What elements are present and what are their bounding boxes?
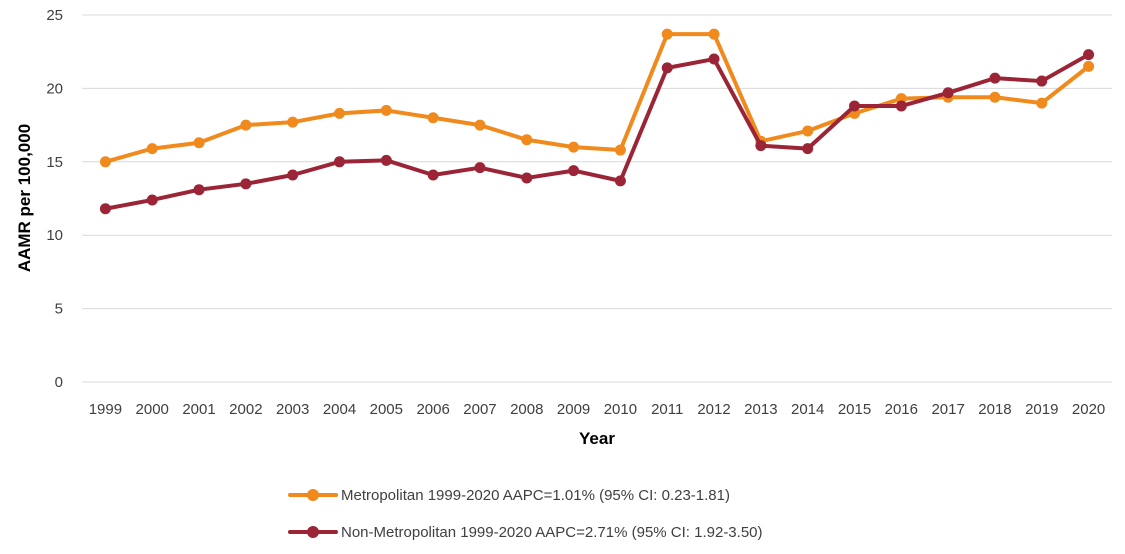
x-tick-label: 2014 bbox=[791, 401, 824, 418]
y-tick-label: 0 bbox=[55, 374, 63, 391]
data-point bbox=[240, 119, 252, 131]
y-tick-label: 5 bbox=[55, 301, 63, 318]
x-tick-label: 2019 bbox=[1025, 401, 1058, 418]
series-0 bbox=[99, 28, 1095, 168]
data-point bbox=[380, 104, 392, 116]
y-axis-ticks: 0 5 10 15 20 25 bbox=[46, 7, 63, 391]
x-tick-label: 2010 bbox=[604, 401, 637, 418]
data-point bbox=[380, 154, 392, 166]
x-tick-label: 2001 bbox=[182, 401, 215, 418]
x-tick-label: 2006 bbox=[416, 401, 449, 418]
data-point bbox=[287, 116, 299, 128]
data-point bbox=[802, 143, 814, 155]
x-tick-label: 2003 bbox=[276, 401, 309, 418]
x-tick-label: 2007 bbox=[463, 401, 496, 418]
x-tick-label: 2004 bbox=[323, 401, 356, 418]
x-tick-label: 2012 bbox=[697, 401, 730, 418]
x-axis-ticks: 1999 2000 2001 2002 2003 2004 2005 2006 2007 2008… bbox=[89, 401, 1106, 418]
x-tick-label: 2017 bbox=[931, 401, 964, 418]
data-point bbox=[1083, 60, 1095, 72]
data-point bbox=[708, 53, 720, 65]
data-point bbox=[427, 112, 439, 124]
data-point bbox=[99, 156, 111, 168]
x-tick-label: 2000 bbox=[136, 401, 169, 418]
data-point bbox=[708, 28, 720, 40]
x-tick-label: 2015 bbox=[838, 401, 871, 418]
y-tick-label: 20 bbox=[46, 80, 63, 97]
data-point bbox=[568, 165, 580, 177]
series-lines bbox=[99, 28, 1095, 215]
x-tick-label: 2009 bbox=[557, 401, 590, 418]
data-point bbox=[614, 175, 626, 187]
y-axis-title: AAMR per 100,000 bbox=[15, 124, 34, 272]
x-tick-label: 2020 bbox=[1072, 401, 1105, 418]
x-tick-label: 2013 bbox=[744, 401, 777, 418]
data-point bbox=[334, 107, 345, 119]
data-point bbox=[521, 134, 533, 146]
x-tick-label: 2018 bbox=[978, 401, 1011, 418]
data-point bbox=[240, 178, 252, 190]
legend-label: Non-Metropolitan 1999-2020 AAPC=2.71% (9… bbox=[341, 524, 763, 541]
data-point bbox=[1036, 75, 1048, 87]
data-point bbox=[802, 125, 814, 137]
series-line bbox=[103, 52, 1091, 211]
x-tick-label: 2005 bbox=[370, 401, 403, 418]
data-point bbox=[942, 87, 954, 99]
series-line bbox=[103, 32, 1091, 164]
data-point bbox=[334, 156, 345, 168]
data-point bbox=[1036, 97, 1048, 109]
x-tick-label: 2002 bbox=[229, 401, 262, 418]
legend-item-non-metropolitan: Non-Metropolitan 1999-2020 AAPC=2.71% (9… bbox=[288, 524, 763, 541]
data-point bbox=[474, 162, 486, 174]
data-point bbox=[568, 141, 580, 153]
legend-item-metropolitan: Metropolitan 1999-2020 AAPC=1.01% (95% C… bbox=[288, 487, 730, 504]
x-tick-label: 2011 bbox=[651, 401, 683, 418]
x-axis-title: Year bbox=[579, 429, 615, 448]
legend-swatch-marker bbox=[307, 489, 319, 501]
series-1 bbox=[99, 49, 1095, 215]
data-point bbox=[521, 172, 533, 184]
data-point bbox=[99, 203, 111, 215]
data-point bbox=[755, 140, 767, 152]
data-point bbox=[661, 62, 673, 74]
data-point bbox=[474, 119, 486, 131]
y-tick-label: 25 bbox=[46, 7, 63, 24]
data-point bbox=[287, 169, 299, 181]
x-tick-label: 1999 bbox=[89, 401, 122, 418]
y-tick-label: 15 bbox=[46, 154, 63, 171]
data-point bbox=[427, 169, 439, 181]
legend: Metropolitan 1999-2020 AAPC=1.01% (95% C… bbox=[288, 487, 763, 541]
data-point bbox=[146, 194, 158, 206]
data-point bbox=[193, 137, 205, 149]
data-point bbox=[989, 91, 1001, 103]
data-point bbox=[614, 144, 626, 156]
legend-swatch-marker bbox=[307, 526, 319, 538]
data-point bbox=[661, 28, 673, 40]
data-point bbox=[849, 100, 860, 112]
data-point bbox=[895, 100, 907, 112]
data-point bbox=[989, 72, 1001, 84]
x-tick-label: 2008 bbox=[510, 401, 543, 418]
gridlines bbox=[82, 14, 1112, 383]
legend-label: Metropolitan 1999-2020 AAPC=1.01% (95% C… bbox=[341, 487, 730, 504]
data-point bbox=[146, 143, 158, 155]
x-tick-label: 2016 bbox=[885, 401, 918, 418]
data-point bbox=[1083, 49, 1095, 61]
data-point bbox=[193, 184, 205, 196]
y-tick-label: 10 bbox=[46, 227, 63, 244]
